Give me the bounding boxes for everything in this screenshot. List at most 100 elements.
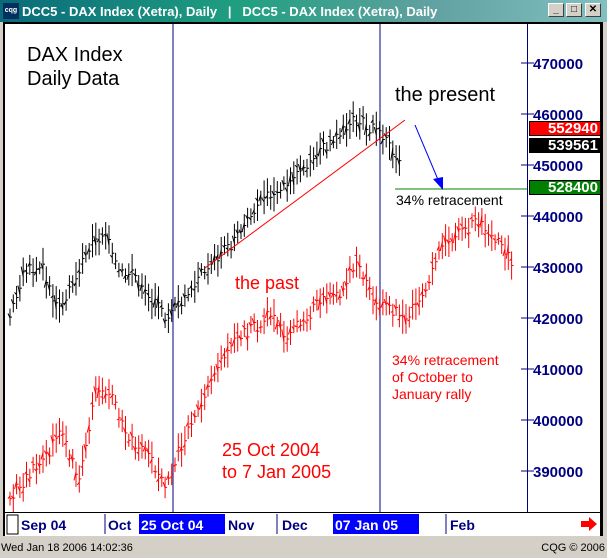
date-range-label: 25 Oct 2004 to 7 Jan 2005 xyxy=(222,440,332,482)
ohlc-bar xyxy=(215,245,220,277)
ohlc-bar xyxy=(377,121,382,141)
ohlc-bar xyxy=(133,268,138,283)
past-label: the past xyxy=(235,273,300,293)
ohlc-bar xyxy=(113,394,118,410)
ohlc-bar xyxy=(423,282,428,298)
ohlc-bar xyxy=(347,109,352,139)
ohlc-bar xyxy=(235,221,240,244)
y-tick-label: 410000 xyxy=(533,362,583,379)
ohlc-bar xyxy=(126,263,131,286)
ohlc-bar xyxy=(182,426,187,456)
ohlc-bar xyxy=(106,225,111,254)
minimize-button[interactable]: _ xyxy=(548,3,564,17)
ohlc-bar xyxy=(284,169,290,202)
ohlc-bar xyxy=(123,415,128,450)
close-button[interactable]: ✕ xyxy=(585,3,601,17)
ohlc-bar xyxy=(370,114,375,134)
ohlc-bar xyxy=(363,263,369,298)
ohlc-bar xyxy=(456,218,461,241)
ohlc-bar xyxy=(222,236,227,255)
ohlc-bar xyxy=(363,113,369,146)
ohlc-bar xyxy=(169,463,174,486)
x-tick-label: Oct xyxy=(108,517,132,533)
ohlc-bar xyxy=(159,299,164,317)
ohlc-bar xyxy=(70,275,75,293)
ohlc-bar xyxy=(330,284,336,305)
ohlc-bar xyxy=(426,274,432,290)
scroll-right-arrow-icon[interactable] xyxy=(581,517,597,531)
ohlc-bar xyxy=(96,375,102,407)
ohlc-bar xyxy=(90,224,95,258)
copyright: CQG © 2006 xyxy=(541,542,605,554)
ohlc-bar xyxy=(93,222,98,256)
ohlc-bar xyxy=(50,423,55,457)
ohlc-bar xyxy=(20,257,26,287)
ohlc-bar xyxy=(294,158,300,185)
ohlc-bar xyxy=(93,376,98,402)
ohlc-bar xyxy=(63,289,69,311)
price-badge: 528400 xyxy=(529,180,601,195)
x-tick-label: Dec xyxy=(282,517,308,533)
ohlc-bar xyxy=(291,318,296,334)
ohlc-bar xyxy=(324,283,329,314)
maximize-button[interactable]: □ xyxy=(566,3,582,17)
chart-window: 390000 400000 410000 420000 430000 440000 4500… xyxy=(3,22,603,536)
ohlc-bar xyxy=(70,448,75,469)
ohlc-bar xyxy=(169,299,174,322)
ohlc-bar xyxy=(179,296,184,315)
ohlc-bar xyxy=(271,177,276,212)
y-tick-label: 400000 xyxy=(533,413,583,430)
ohlc-bar xyxy=(202,384,207,411)
highlighted-date xyxy=(333,514,419,534)
price-chart[interactable]: 390000 400000 410000 420000 430000 440000 4500… xyxy=(3,22,603,536)
ohlc-bar xyxy=(37,454,42,475)
ohlc-bar xyxy=(228,337,234,354)
ohlc-bar xyxy=(106,379,111,410)
present-label: the present xyxy=(395,84,496,106)
ohlc-bar xyxy=(132,436,138,460)
ohlc-bar xyxy=(27,254,32,275)
y-tick-label: 440000 xyxy=(533,209,583,226)
ohlc-bar xyxy=(209,253,214,274)
ohlc-bar xyxy=(192,409,197,423)
ohlc-bar xyxy=(357,108,362,140)
ohlc-bar xyxy=(67,275,72,299)
y-tick-label: 460000 xyxy=(533,107,583,124)
price-badge: 552940 xyxy=(529,121,601,136)
ohlc-bar xyxy=(47,276,52,296)
ohlc-bar xyxy=(176,433,181,462)
ohlc-bar xyxy=(420,283,425,308)
ohlc-bar xyxy=(262,308,267,335)
ohlc-bar xyxy=(175,285,181,319)
highlighted-date-label: 07 Jan 05 xyxy=(335,517,398,533)
ohlc-bar xyxy=(340,114,346,140)
ohlc-bar xyxy=(208,365,214,395)
ohlc-bar xyxy=(57,289,62,323)
ohlc-bar xyxy=(34,453,39,485)
timestamp: Wed Jan 18 2006 14:02:36 xyxy=(1,542,133,554)
ohlc-bar xyxy=(129,253,135,287)
ohlc-bar xyxy=(83,245,88,263)
ohlc-bar xyxy=(499,235,504,254)
ohlc-bar xyxy=(304,308,309,332)
ohlc-bar xyxy=(222,348,227,368)
ohlc-bar xyxy=(496,232,501,245)
price-axis-panel xyxy=(528,24,600,512)
ohlc-bar xyxy=(17,476,22,499)
ohlc-bar xyxy=(83,432,88,459)
ohlc-bar xyxy=(146,439,151,468)
ohlc-bar xyxy=(479,208,484,235)
ohlc-bar xyxy=(245,323,250,351)
ohlc-bar xyxy=(387,295,392,315)
ohlc-bar xyxy=(407,306,412,328)
scroll-handle[interactable] xyxy=(6,514,19,535)
ohlc-bar xyxy=(308,145,313,177)
ohlc-bar xyxy=(351,101,356,133)
ohlc-bar xyxy=(116,408,121,428)
y-tick-label: 430000 xyxy=(533,260,583,277)
ohlc-bar xyxy=(344,268,349,300)
ohlc-bar xyxy=(27,468,32,487)
ohlc-bar xyxy=(330,136,336,149)
ohlc-bar xyxy=(360,271,366,286)
ohlc-bar xyxy=(159,468,164,487)
